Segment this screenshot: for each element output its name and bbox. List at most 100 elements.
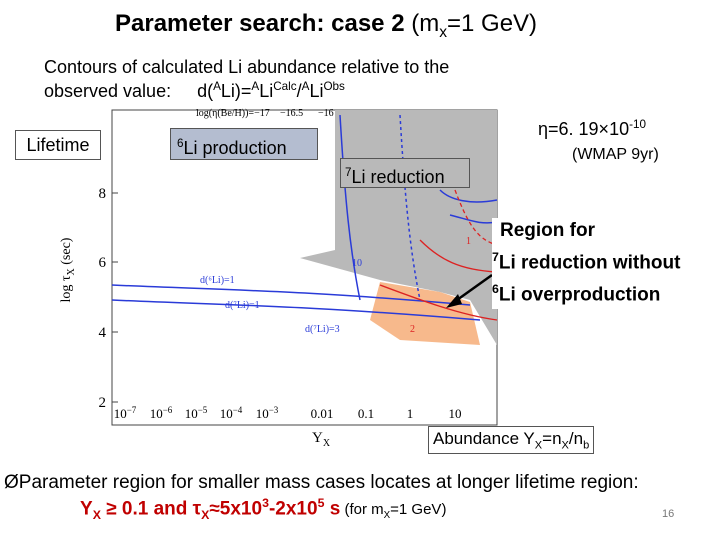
x-tick-base: 10 bbox=[150, 406, 163, 421]
eta-exp: -10 bbox=[629, 118, 646, 131]
li7-box: 7Li reduction bbox=[340, 158, 470, 188]
y-label-sub: X bbox=[66, 267, 77, 275]
ticks bbox=[112, 192, 118, 403]
bullet: ØParameter region for smaller mass cases… bbox=[4, 472, 639, 494]
formula: A bbox=[213, 80, 221, 93]
title-sub: x bbox=[439, 23, 447, 41]
x-tick-label: 10 bbox=[449, 406, 462, 421]
formula: Li)= bbox=[220, 81, 252, 101]
f: s bbox=[324, 498, 341, 520]
y-ticks: 2 4 6 8 bbox=[99, 186, 107, 411]
y-tick-label: 6 bbox=[99, 255, 107, 271]
contour-label: d(⁶Li)=1 bbox=[200, 275, 235, 286]
formula: / bbox=[296, 81, 302, 101]
y-tick-label: 8 bbox=[99, 186, 107, 202]
x-tick-label: 10−3 bbox=[256, 405, 279, 421]
x-tick-exp: −6 bbox=[163, 405, 173, 415]
contour-label: 2 bbox=[410, 324, 415, 335]
title: Parameter search: case 2 (mx=1 GeV) bbox=[115, 10, 537, 42]
f: X bbox=[201, 508, 210, 523]
f: (for m bbox=[340, 501, 384, 519]
f: X bbox=[383, 510, 391, 522]
x-tick-exp: −5 bbox=[198, 405, 208, 415]
x-tick-base: 10 bbox=[114, 406, 127, 421]
red-contours bbox=[379, 189, 498, 321]
y-tick-label: 4 bbox=[99, 325, 107, 341]
x-label-sub: X bbox=[323, 438, 331, 449]
contour-label: −16.5 bbox=[280, 108, 303, 119]
y-label: log τX (sec) bbox=[59, 237, 77, 302]
x-tick-exp: −7 bbox=[127, 405, 137, 415]
contour-label: 1 bbox=[466, 236, 471, 247]
f: ≈5x10 bbox=[209, 498, 263, 520]
abund: =n bbox=[542, 429, 562, 448]
x-tick-label: 0.1 bbox=[358, 406, 374, 421]
contour-label: −16 bbox=[318, 108, 334, 119]
eta-source: (WMAP 9yr) bbox=[572, 146, 659, 163]
f: 3 bbox=[262, 496, 269, 510]
abund: Abundance Y bbox=[433, 429, 535, 448]
f: Y bbox=[80, 498, 93, 520]
formula: A bbox=[251, 80, 260, 93]
intro-line: observed value: d(ALi)=ALiCalc/ALiObs bbox=[44, 80, 345, 102]
footer: YX ≥ 0.1 and τX≈5x103-2x105 s (for mX=1 … bbox=[80, 496, 446, 522]
formula: Li bbox=[259, 81, 274, 101]
title-part: (m bbox=[404, 10, 440, 37]
eta-text: η=6. 19×10 bbox=[538, 119, 630, 139]
title-part: =1 GeV) bbox=[447, 10, 538, 37]
y-tick-label: 2 bbox=[99, 395, 107, 411]
x-label-text: Y bbox=[312, 430, 323, 446]
region-line: Li reduction without bbox=[498, 252, 681, 274]
x-tick-label: 10−6 bbox=[150, 405, 173, 421]
page-number: 16 bbox=[662, 508, 675, 520]
formula: Calc bbox=[273, 80, 297, 93]
region-line: Region for bbox=[500, 220, 595, 241]
sub: X bbox=[561, 439, 569, 452]
x-tick-label: 10−4 bbox=[220, 405, 243, 421]
x-tick-base: 1 bbox=[407, 406, 414, 421]
x-ticks: 10−7 10−6 10−5 10−4 10−3 0.01 0.1 1 10 bbox=[114, 405, 462, 421]
f: X bbox=[92, 508, 101, 523]
x-tick-label: 0.01 bbox=[311, 406, 334, 421]
f: -2x10 bbox=[268, 498, 318, 520]
region-note: Region for 7Li reduction without 6Li overp… bbox=[492, 218, 681, 309]
arrow-head bbox=[446, 294, 462, 308]
contour-label: d(⁷Li)=1 bbox=[225, 300, 260, 311]
x-tick-label: 10−7 bbox=[114, 405, 137, 421]
x-tick-base: 10 bbox=[185, 406, 198, 421]
bullet-mark: Ø bbox=[4, 472, 19, 493]
formula: Li bbox=[309, 81, 324, 101]
sup: 7 bbox=[345, 166, 352, 179]
x-tick-base: 10 bbox=[256, 406, 269, 421]
f: ≥ 0.1 and τ bbox=[100, 498, 202, 520]
formula: d( bbox=[197, 81, 214, 101]
contour-label: 10 bbox=[352, 258, 362, 269]
bullet-text: Parameter region for smaller mass cases … bbox=[18, 472, 639, 493]
box-text: Li production bbox=[183, 138, 287, 158]
abundance-box: Abundance YX=nX/nb bbox=[428, 426, 595, 455]
contour-label: d(⁷Li)=3 bbox=[305, 324, 340, 335]
f: =1 GeV) bbox=[390, 501, 447, 519]
sup: 7 bbox=[492, 250, 499, 264]
sub: X bbox=[534, 439, 543, 452]
intro-line: Contours of calculated Li abundance rela… bbox=[44, 57, 450, 77]
region-line: Li overproduction bbox=[498, 284, 661, 306]
contour-labels: log(η(Be/H))=−17 −16.5 −16 10 1 2 d(⁶Li)… bbox=[196, 108, 471, 335]
lifetime-box: Lifetime bbox=[15, 130, 101, 160]
contour-label: log(η(Be/H))=−17 bbox=[196, 108, 270, 119]
sub: b bbox=[583, 439, 590, 452]
x-tick-label: 1 bbox=[407, 406, 414, 421]
contours bbox=[111, 114, 498, 321]
title-bold: Parameter search: case 2 bbox=[115, 10, 405, 37]
x-tick-exp: −3 bbox=[269, 405, 279, 415]
x-tick-base: 10 bbox=[220, 406, 233, 421]
intro-label: observed value: bbox=[44, 81, 172, 101]
x-tick-base: 0.01 bbox=[311, 406, 334, 421]
x-tick-label: 10−5 bbox=[185, 405, 208, 421]
orange-region bbox=[370, 282, 480, 345]
formula: A bbox=[301, 80, 310, 93]
box-text: Li reduction bbox=[351, 167, 445, 187]
eta: η=6. 19×10-10 bbox=[538, 118, 646, 140]
li6-box: 6Li production bbox=[170, 128, 318, 160]
